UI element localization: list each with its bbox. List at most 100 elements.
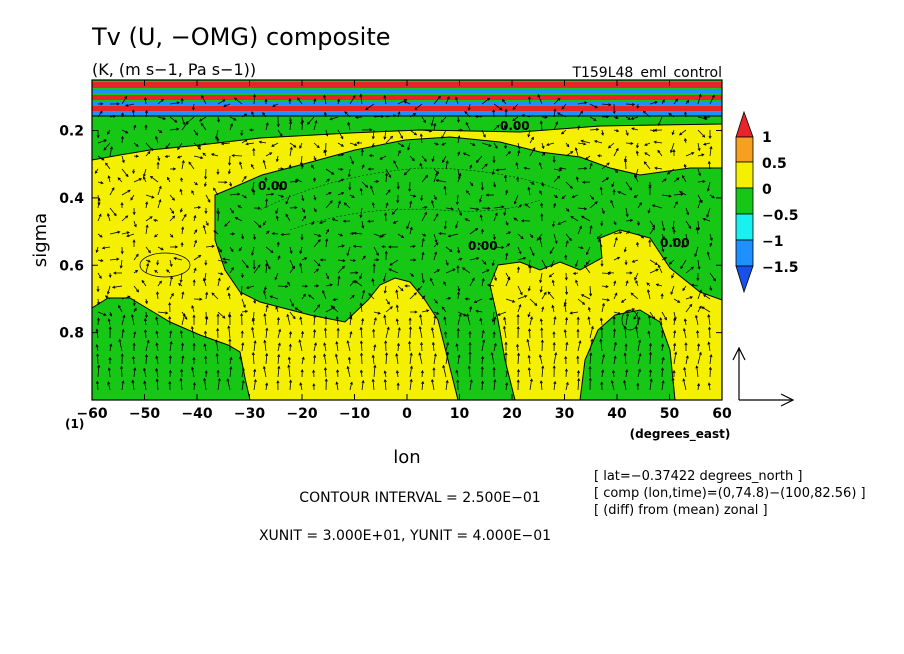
wind-vector-head	[552, 365, 556, 369]
wind-vector	[201, 95, 207, 105]
contour-label: 0.00	[660, 236, 690, 250]
wind-vector-head	[615, 116, 619, 120]
wind-vector	[649, 379, 652, 391]
wind-vector-head	[303, 215, 307, 219]
wind-vector	[577, 207, 587, 210]
wind-vector	[385, 115, 396, 118]
wind-vector-head	[198, 254, 202, 258]
wind-vector-head	[288, 330, 293, 335]
wind-vector	[613, 311, 621, 315]
wind-vector	[169, 330, 172, 339]
wind-vector	[337, 245, 345, 248]
wind-vector-head	[654, 101, 658, 104]
wind-vector	[112, 285, 123, 288]
wind-vector	[313, 98, 316, 105]
wind-vector	[121, 96, 127, 105]
wind-vector	[180, 189, 183, 196]
wind-vector-head	[483, 261, 487, 265]
wind-vector-head	[605, 177, 610, 181]
wind-vector-head	[421, 280, 425, 284]
wind-vector	[265, 353, 268, 365]
wind-vector	[589, 225, 592, 235]
wind-vector	[469, 257, 479, 261]
wind-vector-head	[593, 140, 598, 143]
wind-vector-head	[155, 378, 159, 382]
wind-vector-head	[346, 252, 350, 257]
wind-vector	[683, 367, 687, 378]
wind-vector	[389, 259, 399, 266]
wind-vector-head	[574, 147, 578, 151]
wind-vector-head	[240, 330, 244, 334]
wind-vector	[625, 369, 628, 378]
wind-vector	[648, 331, 651, 339]
wind-vector-head	[674, 351, 678, 355]
wind-vector-head	[631, 127, 635, 131]
wind-vector-head	[599, 317, 603, 321]
wind-vector	[288, 365, 291, 378]
wind-vector	[169, 102, 180, 105]
wind-vector	[673, 343, 676, 352]
wind-vector	[385, 189, 391, 196]
wind-vector	[216, 353, 219, 365]
wind-vector	[360, 327, 363, 339]
wind-vector-head	[313, 98, 317, 102]
wind-vector-head	[359, 302, 363, 306]
wind-vector	[145, 225, 148, 235]
wind-vector-head	[263, 339, 267, 343]
wind-vector-head	[205, 316, 209, 320]
wind-vector-head	[397, 327, 401, 331]
wind-vector	[463, 152, 471, 157]
wind-vector-head	[649, 378, 653, 382]
wind-vector	[384, 285, 387, 294]
wind-vector	[421, 116, 426, 123]
wind-vector-head	[558, 168, 563, 172]
wind-vector	[181, 355, 184, 365]
wind-vector-head	[445, 160, 449, 164]
wind-vector-head	[292, 265, 296, 270]
wind-vector	[265, 259, 271, 270]
wind-vector-head	[104, 295, 109, 299]
wind-vector-head	[169, 263, 173, 268]
wind-vector	[348, 168, 351, 177]
wind-vector-head	[96, 353, 100, 357]
wind-vector	[481, 269, 490, 274]
wind-vector-head	[403, 100, 407, 104]
wind-vector-head	[422, 295, 426, 299]
wind-vector	[572, 194, 579, 198]
wind-vector	[156, 331, 159, 339]
wind-vector-head	[111, 285, 116, 289]
wind-vector	[625, 181, 632, 191]
x-tick-label: 20	[502, 406, 522, 422]
wind-vector	[661, 357, 664, 365]
wind-vector	[165, 142, 171, 149]
wind-vector	[445, 246, 453, 252]
wind-vector-head	[437, 95, 441, 99]
wind-vector-head	[487, 97, 491, 101]
wind-vector	[696, 365, 699, 378]
wind-vector-head	[541, 306, 545, 310]
wind-vector-head	[516, 368, 520, 373]
wind-vector-head	[276, 380, 280, 384]
wind-vector-head	[566, 208, 570, 212]
colorbar-segment	[735, 161, 754, 189]
wind-vector-head	[431, 158, 435, 163]
wind-vector-head	[529, 378, 533, 382]
wind-vector-head	[564, 316, 569, 321]
wind-vector-head	[287, 281, 291, 285]
wind-vector	[368, 293, 375, 300]
wind-vector-head	[505, 222, 509, 226]
wind-vector-head	[493, 316, 497, 320]
wind-vector-head	[103, 139, 107, 143]
wind-vector-head	[661, 236, 665, 240]
wind-vector-head	[434, 300, 438, 304]
wind-vector	[440, 116, 447, 123]
wind-vector	[493, 213, 498, 222]
wind-vector	[155, 368, 159, 378]
wind-vector-head	[623, 379, 627, 384]
wind-vector	[121, 315, 125, 326]
wind-vector-head	[585, 261, 589, 266]
wind-vector-head	[119, 265, 123, 269]
wind-vector-head	[343, 202, 347, 206]
wind-vector-head	[661, 380, 665, 384]
wind-vector-head	[423, 158, 427, 162]
